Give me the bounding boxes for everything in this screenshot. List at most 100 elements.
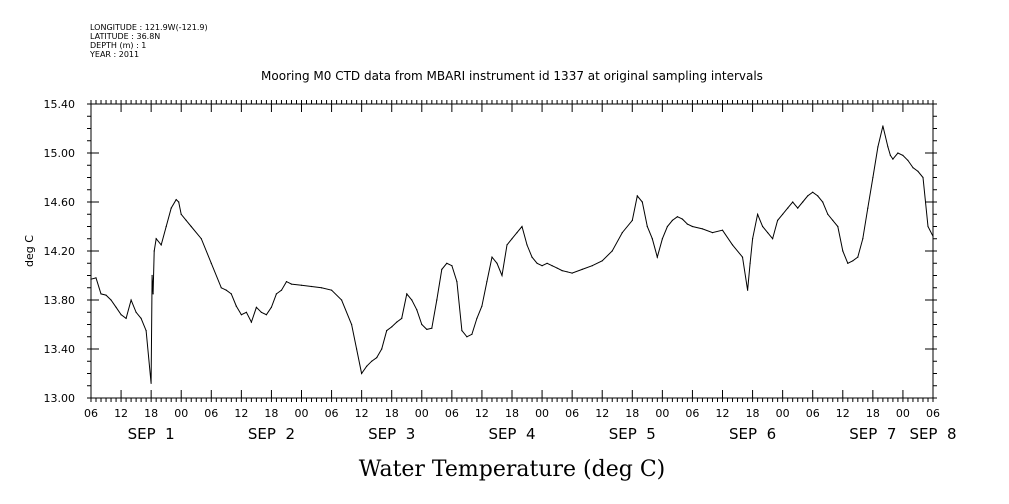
y-axis-label: deg C	[23, 235, 36, 267]
data-point	[456, 281, 458, 283]
data-point	[255, 306, 257, 308]
data-point	[185, 219, 187, 221]
x-hour-label: 06	[325, 407, 339, 420]
data-point	[496, 262, 498, 264]
data-point	[441, 268, 443, 270]
data-point	[135, 311, 137, 313]
data-point	[240, 314, 242, 316]
data-point	[897, 152, 899, 154]
data-point	[230, 293, 232, 295]
data-point	[812, 191, 814, 193]
data-point	[275, 293, 277, 295]
data-point	[822, 201, 824, 203]
x-hour-label: 12	[355, 407, 369, 420]
x-hour-label: 00	[896, 407, 910, 420]
data-point	[762, 225, 764, 228]
data-point	[270, 306, 272, 308]
data-point	[666, 225, 669, 228]
data-point	[376, 357, 378, 359]
data-point	[741, 256, 744, 258]
data-point	[391, 326, 393, 328]
data-point	[521, 225, 523, 228]
x-hour-label: 12	[114, 407, 128, 420]
data-point	[421, 323, 423, 326]
data-point	[932, 235, 934, 237]
data-point	[178, 201, 180, 203]
data-point	[676, 216, 679, 218]
x-hour-label: 12	[595, 407, 609, 420]
data-point	[889, 154, 892, 156]
data-point	[566, 271, 568, 273]
data-point	[516, 232, 518, 234]
data-point	[772, 238, 774, 240]
data-point	[331, 289, 333, 291]
data-point	[872, 176, 874, 179]
data-point	[145, 330, 147, 332]
data-point	[536, 262, 538, 264]
y-tick-label: 13.40	[44, 343, 76, 356]
data-point	[170, 207, 172, 209]
data-point	[787, 207, 789, 209]
data-point	[265, 314, 267, 316]
data-point	[777, 219, 779, 221]
data-point	[546, 262, 548, 264]
data-point	[486, 281, 488, 283]
data-point	[406, 293, 408, 295]
data-point	[320, 287, 323, 289]
x-hour-label: 12	[475, 407, 489, 420]
data-point	[411, 299, 413, 301]
data-point	[501, 274, 503, 277]
data-point	[436, 299, 438, 301]
data-point	[842, 250, 844, 252]
data-point	[556, 267, 558, 269]
data-point	[125, 317, 127, 319]
data-point	[451, 265, 453, 267]
x-day-label: SEP 2	[248, 425, 295, 443]
data-point	[721, 229, 724, 231]
data-point	[140, 317, 142, 319]
data-point	[611, 250, 613, 252]
data-point	[461, 330, 463, 332]
data-point	[867, 207, 869, 209]
x-hour-label: 06	[445, 407, 459, 420]
x-hour-label: 00	[415, 407, 429, 420]
data-point	[656, 256, 658, 258]
data-point	[165, 225, 167, 228]
x-hour-label: 18	[746, 407, 760, 420]
data-point	[907, 159, 909, 161]
data-point	[551, 265, 553, 267]
data-point	[827, 213, 829, 215]
data-point	[832, 219, 834, 221]
metadata-line: YEAR : 2011	[89, 50, 139, 59]
data-point	[155, 238, 157, 240]
chart-title: Mooring M0 CTD data from MBARI instrumen…	[261, 69, 763, 83]
x-hour-label: 18	[385, 407, 399, 420]
x-day-label: SEP 5	[609, 425, 656, 443]
data-point	[782, 213, 784, 215]
data-point	[817, 195, 819, 197]
x-hour-label: 00	[535, 407, 549, 420]
data-point	[190, 225, 192, 228]
data-point	[747, 289, 749, 291]
x-hour-label: 18	[625, 407, 639, 420]
x-hour-label: 06	[204, 407, 218, 420]
x-hour-label: 00	[776, 407, 790, 420]
x-hour-label: 00	[295, 407, 309, 420]
x-axis: 06 12 18 00 06 12 18 00 06 12 18 00 06 12 18 00 06 12 18 00…	[84, 104, 957, 443]
data-point	[902, 154, 904, 156]
data-point	[526, 244, 528, 246]
data-point	[280, 289, 283, 291]
x-day-label: SEP 8	[909, 425, 956, 443]
data-point	[356, 348, 358, 350]
data-point	[366, 365, 368, 367]
x-hour-label: 18	[264, 407, 278, 420]
data-point	[285, 281, 288, 283]
data-point	[792, 201, 794, 203]
data-point	[581, 268, 583, 270]
data-point	[175, 199, 177, 201]
data-point	[691, 225, 694, 228]
data-point	[641, 201, 643, 203]
data-point	[235, 305, 237, 307]
x-hour-label: 18	[144, 407, 158, 420]
y-tick-label: 15.40	[44, 98, 76, 111]
